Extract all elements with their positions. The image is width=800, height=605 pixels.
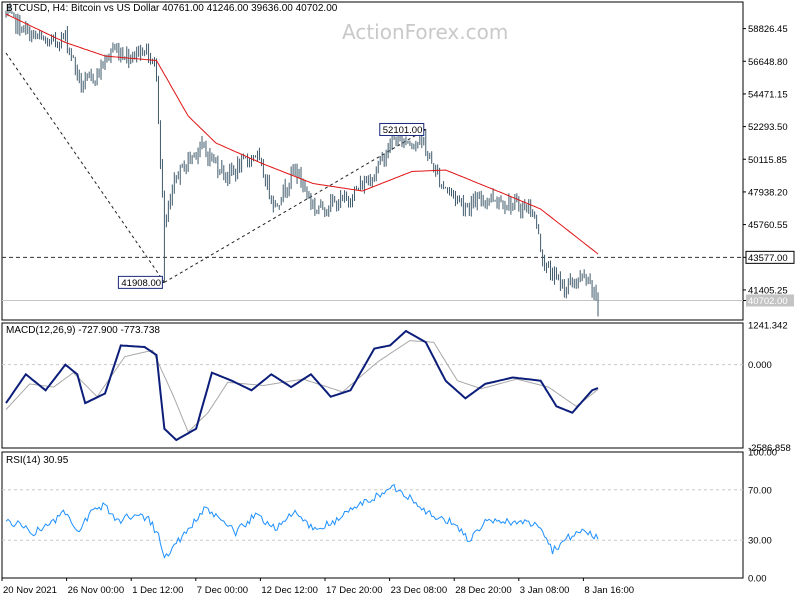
- rsi-tick-label: 70.00: [748, 485, 772, 496]
- macd-tick-label: -2586.858: [748, 443, 791, 454]
- rsi-line: [5, 483, 599, 559]
- chart-title: BTCUSD, H4: Bitcoin vs US Dollar 40761.0…: [6, 3, 338, 14]
- axis-labels: 58826.45 56648.80 54471.15 52293.50 50115.85…: [1, 24, 795, 596]
- price-tick-label: 56648.80: [748, 57, 788, 68]
- price-tick-label: 41405.25: [748, 285, 788, 296]
- x-tick-label: 26 Nov 00:00: [68, 585, 125, 596]
- price-panel-frame: [1, 1, 744, 321]
- macd-line: [5, 329, 599, 442]
- rsi-line: [5, 483, 599, 559]
- price-tick-label: 50115.85: [748, 155, 787, 166]
- candles: [5, 3, 599, 317]
- moving-average: [5, 13, 599, 255]
- trendline: [5, 52, 165, 283]
- annotations: 52101.00 41908.00: [117, 122, 426, 289]
- rsi-tick-label: 0.00: [748, 574, 767, 585]
- price-tick-label: 52293.50: [748, 122, 788, 133]
- grid-lines: [2, 256, 743, 541]
- price-tick-label: 47938.20: [748, 187, 788, 198]
- panel-frames: [1, 1, 744, 579]
- x-tick-label: 1 Dec 12:00: [132, 585, 183, 596]
- x-tick-label: 28 Dec 20:00: [455, 585, 512, 596]
- x-tick-label: 8 Jan 16:00: [584, 585, 634, 596]
- x-tick-label: 23 Dec 08:00: [391, 585, 448, 596]
- price-tick-label: 40702.00: [748, 296, 788, 307]
- moving-average-line: [5, 13, 599, 255]
- macd-signal-line: [5, 340, 599, 433]
- price-tick-label: 43577.00: [748, 253, 788, 264]
- macd-panel-frame: [1, 322, 744, 449]
- x-tick-label: 7 Dec 00:00: [197, 585, 248, 596]
- annotation-label: 41908.00: [121, 278, 161, 289]
- price-tick-label: 45760.55: [748, 220, 788, 231]
- macd-tick-label: 1241.342: [748, 320, 788, 331]
- rsi-tick-label: 100.00: [748, 448, 777, 459]
- rsi-title: RSI(14) 30.95: [6, 455, 69, 466]
- x-tick-label: 17 Dec 20:00: [326, 585, 383, 596]
- watermark: ActionForex.com: [342, 20, 509, 44]
- rsi-panel-frame: [1, 451, 744, 579]
- level-price-box: [745, 250, 795, 264]
- price-tick-label: 54471.15: [748, 89, 788, 100]
- x-tick-label: 20 Nov 2021: [3, 585, 57, 596]
- macd-tick-label: 0.000: [748, 360, 772, 371]
- trendlines: [5, 52, 427, 283]
- x-tick-label: 12 Dec 12:00: [261, 585, 318, 596]
- x-tick-label: 3 Jan 08:00: [520, 585, 570, 596]
- macd-title: MACD(12,26,9) -727.900 -773.738: [6, 325, 160, 336]
- last-price-box: [746, 294, 794, 307]
- annotation-box: [117, 275, 163, 289]
- rsi-tick-label: 30.00: [748, 536, 772, 547]
- annotation-label: 52101.00: [383, 125, 423, 136]
- macd-lines: [5, 329, 599, 442]
- annotation-box: [379, 122, 425, 136]
- price-tick-label: 58826.45: [748, 24, 788, 35]
